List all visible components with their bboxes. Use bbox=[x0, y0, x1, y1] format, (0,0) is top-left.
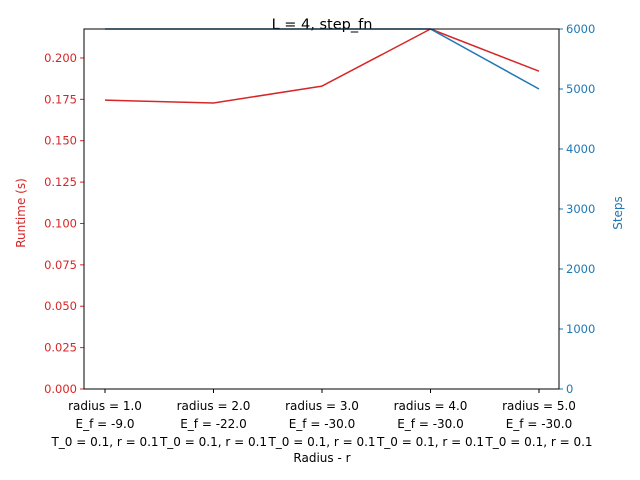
right-tick-label: 2000 bbox=[566, 262, 595, 276]
left-tick-label: 0.025 bbox=[44, 341, 77, 355]
x-tick-label: radius = 5.0 E_f = -30.0 T_0 = 0.1, r = 0.… bbox=[484, 399, 592, 449]
chart-title: L = 4, step_fn bbox=[272, 17, 373, 33]
right-tick-label: 4000 bbox=[566, 142, 595, 156]
left-axis-ticks: 0.000 0.025 0.050 0.075 0.100 0.125 0.150 0.175… bbox=[44, 51, 84, 396]
x-axis-ticks: radius = 1.0 E_f = -9.0 T_0 = 0.1, r = 0.1… bbox=[50, 389, 593, 449]
left-tick-label: 0.125 bbox=[44, 175, 77, 189]
right-tick-label: 6000 bbox=[566, 22, 595, 36]
x-tick-label: radius = 4.0 E_f = -30.0 T_0 = 0.1, r = 0.… bbox=[376, 399, 484, 449]
x-tick-label: radius = 1.0 E_f = -9.0 T_0 = 0.1, r = 0.1 bbox=[50, 399, 158, 449]
plot-frame bbox=[83, 28, 560, 390]
x-tick-label: radius = 3.0 E_f = -30.0 T_0 = 0.1, r = 0.… bbox=[267, 399, 375, 449]
series-line-runtime bbox=[104, 28, 540, 104]
y-axis-label-right: Steps bbox=[611, 196, 625, 230]
y-axis-label-left: Runtime (s) bbox=[14, 178, 28, 248]
left-tick-label: 0.000 bbox=[44, 382, 77, 396]
left-tick-label: 0.150 bbox=[44, 134, 77, 148]
right-tick-label: 5000 bbox=[566, 82, 595, 96]
right-tick-label: 1000 bbox=[566, 322, 595, 336]
x-axis-label: Radius - r bbox=[293, 451, 350, 465]
right-tick-label: 0 bbox=[566, 382, 573, 396]
left-tick-label: 0.050 bbox=[44, 299, 77, 313]
left-tick-label: 0.075 bbox=[44, 258, 77, 272]
left-tick-label: 0.100 bbox=[44, 216, 77, 230]
x-tick-label: radius = 2.0 E_f = -22.0 T_0 = 0.1, r = 0.… bbox=[159, 399, 267, 449]
right-axis-ticks: 0 1000 2000 3000 4000 5000 6000 bbox=[559, 22, 595, 396]
right-tick-label: 3000 bbox=[566, 202, 595, 216]
left-tick-label: 0.200 bbox=[44, 51, 77, 65]
left-tick-label: 0.175 bbox=[44, 92, 77, 106]
